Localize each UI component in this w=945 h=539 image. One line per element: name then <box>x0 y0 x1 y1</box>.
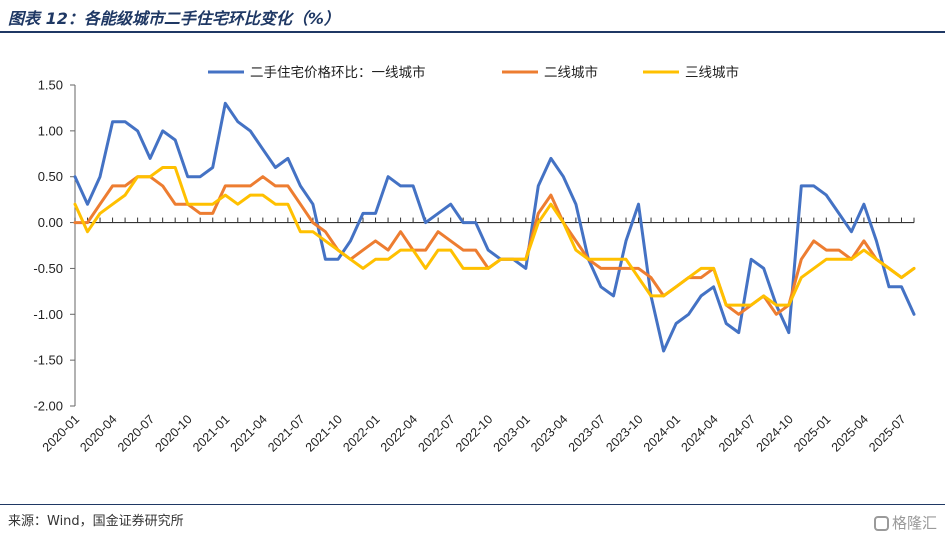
line-chart: 1.50 1.00 0.50 0.00 -0.50 -1.00 -1.50 -2.00 202… <box>33 64 916 455</box>
y-tick-label: 0.50 <box>38 169 63 184</box>
watermark-text: 格隆汇 <box>891 514 937 532</box>
x-tick-label: 2020-04 <box>77 412 119 454</box>
series-line-1 <box>73 101 916 353</box>
source-note: 来源：Wind，国金证券研究所 <box>8 514 184 529</box>
x-tick-label: 2023-04 <box>528 412 570 454</box>
x-tick-label: 2025-07 <box>866 412 908 454</box>
x-tick-label: 2022-10 <box>453 412 495 454</box>
x-tick-label: 2020-07 <box>115 412 157 454</box>
legend-label-2: 二线城市 <box>544 64 598 81</box>
x-tick-label: 2024-10 <box>754 412 796 454</box>
y-tick-label: 1.00 <box>38 123 63 138</box>
x-tick-label: 2022-07 <box>415 412 457 454</box>
x-tick-label: 2023-10 <box>603 412 645 454</box>
y-tick-label: -0.50 <box>33 261 63 276</box>
y-tick-label: 0.00 <box>38 215 63 230</box>
footer-divider <box>0 504 945 505</box>
y-tick-label: -1.00 <box>33 307 63 322</box>
x-tick-label: 2022-01 <box>340 412 382 454</box>
x-tick-label: 2025-01 <box>791 412 833 454</box>
x-tick-label: 2024-01 <box>641 412 683 454</box>
x-tick-label: 2024-04 <box>678 412 720 454</box>
y-tick-label: -1.50 <box>33 353 63 368</box>
title-divider <box>0 31 945 33</box>
watermark: 格隆汇 <box>873 512 937 533</box>
y-tick-label: -2.00 <box>33 399 63 414</box>
x-tick-label: 2021-04 <box>228 412 270 454</box>
x-tick-label: 2023-07 <box>566 412 608 454</box>
legend-label-3: 三线城市 <box>685 64 739 81</box>
legend-label-1: 二手住宅价格环比：一线城市 <box>250 64 426 81</box>
series-layer <box>73 101 916 353</box>
x-tick-label: 2024-07 <box>716 412 758 454</box>
y-axis: 1.50 1.00 0.50 0.00 -0.50 -1.00 -1.50 -2.00 <box>33 78 76 414</box>
series-line-2 <box>73 175 916 316</box>
chart-title: 图表 12：各能级城市二手住宅环比变化（%） <box>8 9 340 28</box>
x-tick-label: 2021-10 <box>303 412 345 454</box>
x-tick-label: 2021-07 <box>265 412 307 454</box>
x-tick-label: 2022-04 <box>378 412 420 454</box>
x-tick-label: 2020-01 <box>40 412 82 454</box>
series-line-3 <box>73 166 916 307</box>
x-tick-label: 2025-04 <box>829 412 871 454</box>
x-tick-label: 2020-10 <box>152 412 194 454</box>
watermark-logo-icon <box>873 516 889 531</box>
y-tick-label: 1.50 <box>38 78 63 93</box>
x-tick-label: 2023-01 <box>491 412 533 454</box>
legend: 二手住宅价格环比：一线城市 二线城市 三线城市 <box>208 64 739 81</box>
x-tick-label: 2021-01 <box>190 412 232 454</box>
